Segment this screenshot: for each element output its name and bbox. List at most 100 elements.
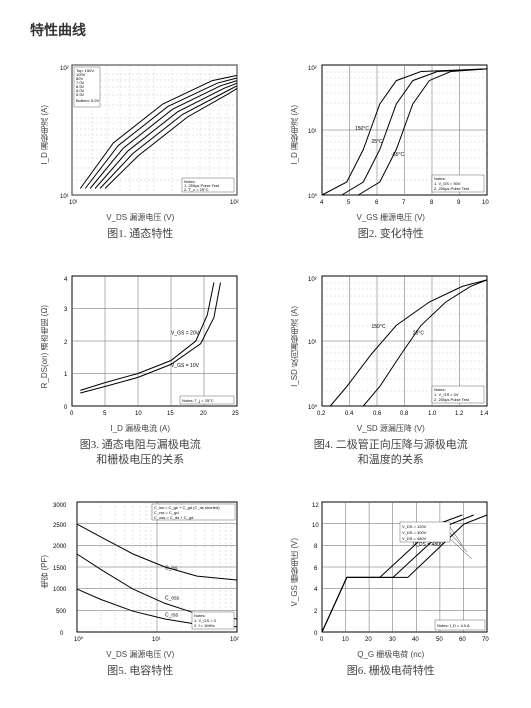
- svg-text:0.6: 0.6: [373, 411, 382, 417]
- panel-fig5: 电容 (PF): [30, 497, 251, 678]
- svg-text:20: 20: [200, 411, 207, 417]
- svg-text:2. 250μs Pulse Test: 2. 250μs Pulse Test: [434, 397, 470, 402]
- svg-text:10⁰: 10⁰: [308, 193, 318, 200]
- fig1-chart: Top: 150V 100V80V 7.0V6.5V 6.0V5.5V Bott…: [52, 60, 242, 210]
- svg-text:1.0: 1.0: [428, 411, 437, 417]
- fig1-xlabel: V_DS 漏源电压 (V): [106, 212, 174, 223]
- svg-text:30: 30: [389, 637, 396, 643]
- fig3-chart: V_GS = 10VV_GS = 20V Notes: T_j = 25°C 0…: [52, 271, 242, 421]
- svg-text:2. f = 1MHz: 2. f = 1MHz: [194, 623, 215, 628]
- fig4-inline-label: 150°C: [372, 324, 386, 330]
- fig2-inline-label: 25°C: [372, 139, 384, 145]
- svg-text:10: 10: [312, 523, 319, 529]
- fig3-curve-20V: [80, 283, 220, 394]
- svg-text:20: 20: [365, 637, 372, 643]
- svg-text:25: 25: [232, 411, 239, 417]
- fig6-ylabel: V_GS 栅极电压 (V): [289, 538, 300, 606]
- fig3-ylabel: R_DS(on) 通态电阻 (Ω): [39, 305, 50, 388]
- fig3-inline-label: V_GS = 20V: [171, 331, 200, 337]
- svg-text:10⁰: 10⁰: [74, 636, 84, 643]
- svg-text:9: 9: [457, 200, 461, 206]
- svg-text:2. T_c = 25°C: 2. T_c = 25°C: [184, 187, 209, 192]
- svg-text:0.4: 0.4: [345, 411, 354, 417]
- fig2-ylabel: I_D 漏极电流 (A): [289, 105, 300, 165]
- fig5-ylabel: 电容 (PF): [39, 555, 50, 589]
- svg-text:3000: 3000: [53, 503, 67, 509]
- svg-text:10¹: 10¹: [308, 340, 317, 346]
- fig5-inline-label: C_rss: [165, 612, 179, 618]
- svg-text:3: 3: [64, 307, 68, 313]
- svg-text:10¹: 10¹: [69, 200, 78, 206]
- svg-text:6: 6: [375, 200, 379, 206]
- svg-text:8: 8: [314, 544, 318, 550]
- fig5-caption: 图5. 电容特性: [107, 664, 173, 678]
- svg-text:1500: 1500: [53, 566, 67, 572]
- svg-text:500: 500: [56, 609, 67, 615]
- svg-text:10: 10: [135, 411, 142, 417]
- fig2-inline-label: -55°C: [392, 152, 405, 158]
- svg-text:10¹: 10¹: [60, 194, 69, 200]
- fig4-xlabel: V_SD 源漏压降 (V): [357, 423, 425, 434]
- fig2-inline-label: 150°C: [355, 126, 369, 132]
- fig4-ylabel: I_SD 反向漏极电流 (A): [289, 306, 300, 387]
- svg-text:10⁰: 10⁰: [308, 404, 318, 411]
- fig6-inline-label: V_DS = 480V: [413, 542, 444, 548]
- svg-text:0: 0: [64, 405, 68, 411]
- panel-fig3: R_DS(on) 通态电阻 (Ω) V_GS = 10VV_GS = 20V N…: [30, 271, 251, 467]
- fig3-notes: Notes: T_j = 25°C: [182, 398, 214, 403]
- svg-text:60: 60: [459, 637, 466, 643]
- svg-text:12: 12: [312, 503, 319, 509]
- fig5-chart: C_issC_ossC_rss C_iss = C_gs + C_gd (C_d…: [52, 497, 242, 647]
- svg-text:0: 0: [314, 631, 318, 637]
- svg-text:4: 4: [64, 277, 68, 283]
- svg-text:10²: 10²: [60, 66, 69, 72]
- svg-text:5: 5: [347, 200, 351, 206]
- fig1-curve-100V: [85, 78, 237, 189]
- svg-text:2: 2: [314, 609, 318, 615]
- svg-text:2000: 2000: [53, 544, 67, 550]
- panel-fig4: I_SD 反向漏极电流 (A) 150°C: [281, 271, 502, 467]
- svg-text:V_DS = 120V: V_DS = 120V: [402, 524, 427, 529]
- svg-text:2500: 2500: [53, 523, 67, 529]
- fig3-xlabel: I_D 漏极电流 (A): [110, 423, 170, 434]
- svg-text:V_DS = 480V: V_DS = 480V: [402, 536, 427, 541]
- fig4-chart: 150°C25°C Notes: 1. V_GS = 0V 2. 250μs P…: [302, 271, 492, 421]
- panel-fig6: V_GS 栅极电压 (V) V_DS = 120VV_DS = 300VV_DS…: [281, 497, 502, 678]
- svg-text:10¹: 10¹: [308, 129, 317, 135]
- fig4-caption: 图4. 二极管正向压降与源极电流 和温度的关系: [314, 438, 468, 467]
- svg-text:10²: 10²: [230, 200, 239, 206]
- svg-text:Bottom: 5.0V: Bottom: 5.0V: [76, 98, 99, 103]
- fig6-notes: Notes: I_D = 4.0 A: [437, 623, 470, 628]
- panel-fig2: I_D 漏极电流 (A) 150°C25°: [281, 60, 502, 241]
- fig3-caption: 图3. 通态电阻与漏极电流 和栅极电压的关系: [80, 438, 201, 467]
- svg-text:C_oss = C_ds + C_gd: C_oss = C_ds + C_gd: [154, 515, 193, 520]
- panel-fig1: I_D 漏极电流 (A): [30, 60, 251, 241]
- svg-text:8: 8: [430, 200, 434, 206]
- chart-grid: I_D 漏极电流 (A): [30, 60, 501, 678]
- svg-text:0: 0: [320, 637, 324, 643]
- svg-text:V_DS = 300V: V_DS = 300V: [402, 530, 427, 535]
- fig6-caption: 图6. 栅极电荷特性: [347, 664, 435, 678]
- fig1-ylabel: I_D 漏极电流 (A): [39, 105, 50, 165]
- svg-text:0.8: 0.8: [400, 411, 409, 417]
- fig4-inline-label: 25°C: [413, 331, 425, 337]
- fig1-curve-80V: [90, 81, 237, 189]
- fig6-xlabel: Q_G 栅极电荷 (nc): [357, 649, 424, 660]
- svg-text:5.5V: 5.5V: [76, 92, 85, 97]
- fig5-xlabel: V_DS 漏源电压 (V): [106, 649, 174, 660]
- svg-text:50: 50: [436, 637, 443, 643]
- svg-text:0: 0: [60, 631, 64, 637]
- fig1-curve-50V: [105, 88, 237, 188]
- svg-text:7: 7: [402, 200, 406, 206]
- svg-text:10²: 10²: [308, 66, 317, 72]
- fig2-caption: 图2. 变化特性: [358, 227, 424, 241]
- svg-text:5: 5: [103, 411, 107, 417]
- svg-text:40: 40: [412, 637, 419, 643]
- fig1-caption: 图1. 通态特性: [107, 227, 173, 241]
- svg-text:10: 10: [482, 200, 489, 206]
- svg-text:10²: 10²: [230, 637, 239, 643]
- svg-text:6: 6: [314, 566, 318, 572]
- svg-text:2. 250μs Pulse Test: 2. 250μs Pulse Test: [434, 186, 470, 191]
- svg-text:1: 1: [64, 372, 68, 378]
- fig1-curve-60V: [95, 83, 237, 188]
